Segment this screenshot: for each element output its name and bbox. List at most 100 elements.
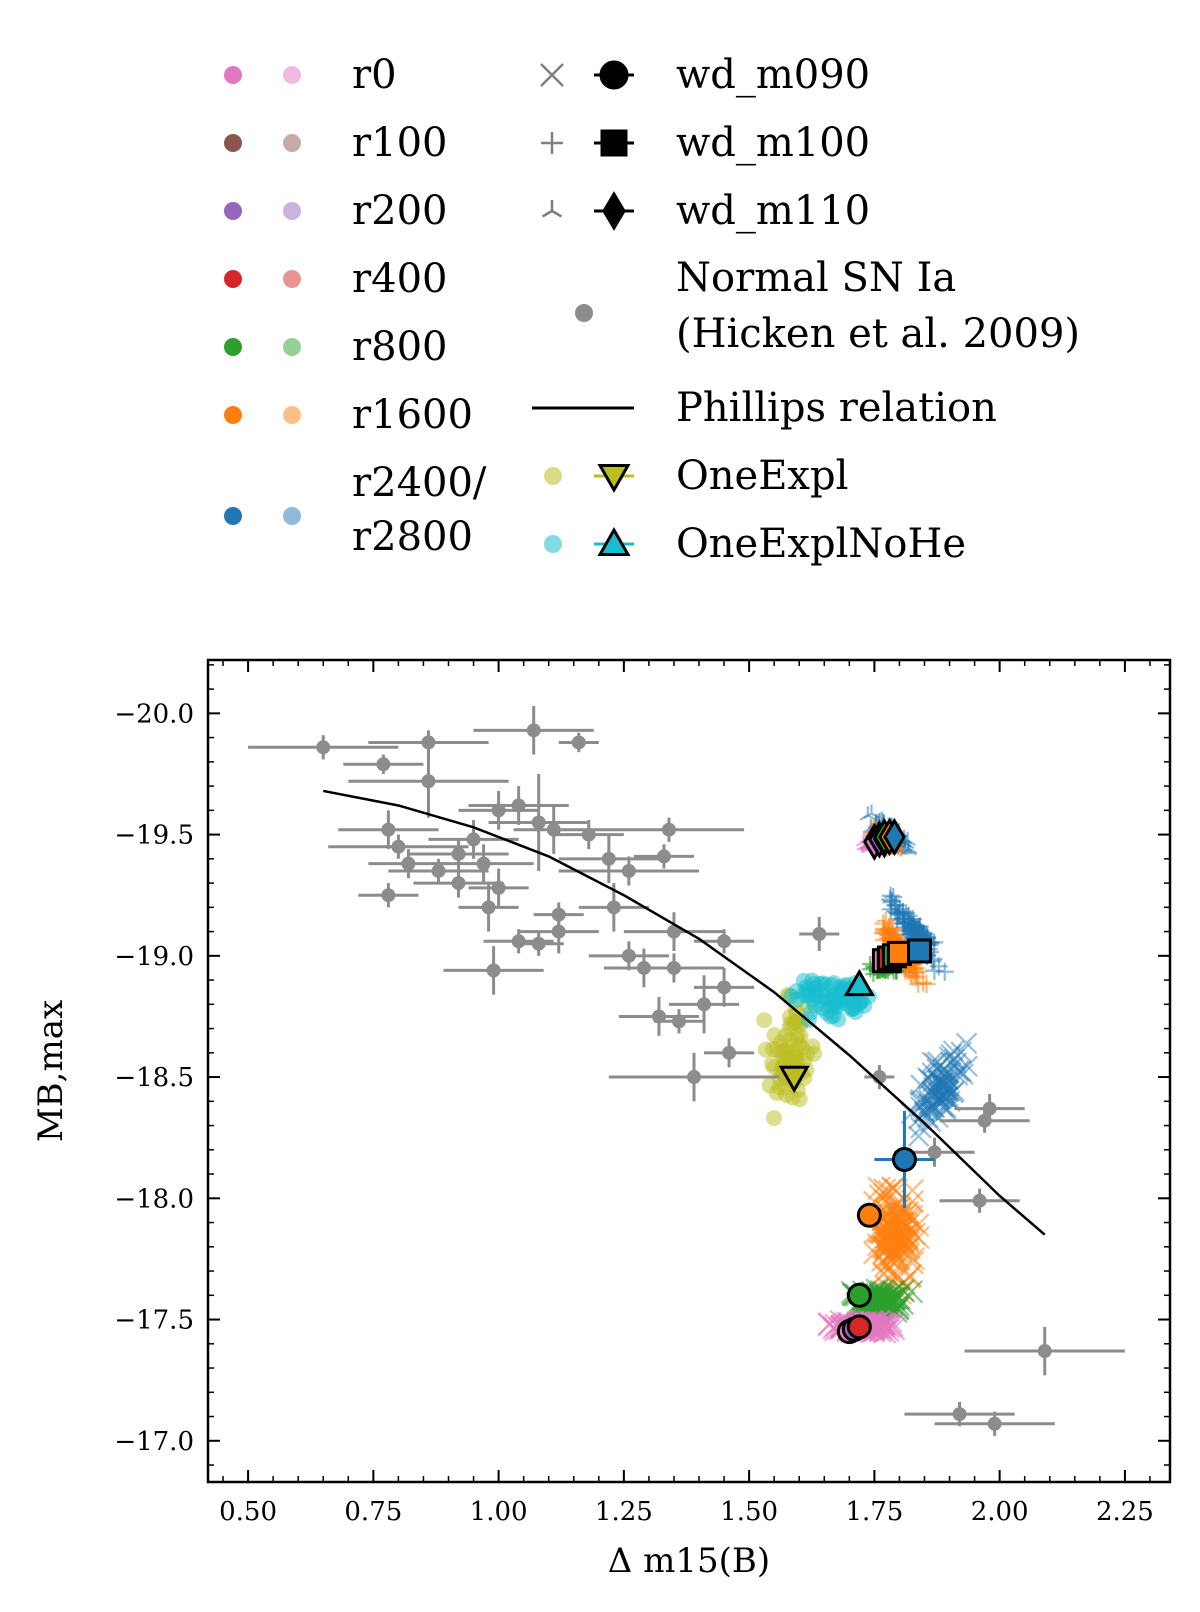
hicken-dot bbox=[621, 863, 636, 878]
cloud-point bbox=[935, 1075, 957, 1098]
y-tick-label: −19.0 bbox=[114, 942, 194, 972]
legend-dot-dark bbox=[224, 134, 242, 152]
hicken-dot bbox=[401, 856, 416, 871]
y-tick-label: −18.0 bbox=[114, 1184, 194, 1214]
hicken-dot bbox=[666, 960, 681, 975]
legend-label: Normal SN Ia bbox=[676, 255, 956, 301]
cloud-point bbox=[932, 1058, 954, 1081]
hicken-point bbox=[433, 844, 534, 884]
legend-item-r2400: r2400/r2800 bbox=[224, 460, 487, 560]
hicken-point bbox=[553, 820, 624, 850]
cloud-point bbox=[927, 1082, 950, 1104]
legend-dot-dark bbox=[224, 507, 242, 525]
cloud-point bbox=[932, 1095, 954, 1118]
cloud-point bbox=[955, 1032, 978, 1055]
wd_m110-r2400 bbox=[883, 817, 906, 857]
legend-dot-dark bbox=[224, 406, 242, 424]
legend-marker bbox=[575, 304, 593, 322]
hicken-dot bbox=[717, 980, 732, 995]
hicken-point bbox=[488, 773, 589, 871]
y-tick-label: −17.0 bbox=[114, 1427, 194, 1457]
x-tick-label: 1.50 bbox=[720, 1497, 778, 1527]
cloud-point bbox=[872, 1312, 896, 1336]
legend-dot-light bbox=[283, 66, 301, 84]
legend-dot-dark bbox=[224, 270, 242, 288]
legend-label: r400 bbox=[352, 256, 447, 302]
hicken-dot bbox=[601, 851, 616, 866]
x-axis-label: Δ m15(B) bbox=[608, 1541, 770, 1581]
model-marker bbox=[891, 1147, 917, 1173]
cloud-point bbox=[932, 1085, 955, 1108]
hicken-point bbox=[934, 1411, 1055, 1436]
cloud-point bbox=[913, 1101, 936, 1124]
hicken-point bbox=[704, 1038, 755, 1068]
cloud-point bbox=[956, 1055, 978, 1078]
hicken-point bbox=[458, 883, 519, 932]
cloud-point bbox=[918, 1068, 941, 1091]
hicken-dot bbox=[661, 822, 676, 837]
hicken-point bbox=[473, 706, 594, 755]
legend-item-normal-sn-ia: Normal SN Ia (Hicken et al. 2009) bbox=[575, 255, 1080, 357]
model-markers bbox=[778, 817, 935, 1345]
hicken-dot bbox=[952, 1407, 967, 1422]
cloud-point bbox=[875, 1230, 899, 1255]
cloud-point bbox=[921, 1062, 944, 1084]
y-tick-label: −17.5 bbox=[114, 1306, 194, 1336]
hicken-point bbox=[799, 917, 840, 951]
cloud-point bbox=[932, 1075, 954, 1098]
hicken-point bbox=[443, 946, 544, 995]
legend-label: r0 bbox=[352, 52, 397, 98]
model-marker bbox=[846, 1282, 872, 1308]
hicken-dot bbox=[812, 927, 827, 941]
legend-item-r200: r200 bbox=[224, 188, 447, 234]
hicken-point bbox=[388, 858, 489, 884]
cloud-point bbox=[924, 1052, 946, 1075]
legend-dot-dark bbox=[224, 202, 242, 220]
cloud-point bbox=[926, 1058, 948, 1080]
cloud-point bbox=[917, 975, 936, 994]
legend-label: r800 bbox=[352, 324, 447, 370]
cloud-point bbox=[879, 1309, 903, 1334]
cloud-point bbox=[862, 1241, 887, 1265]
cloud-point bbox=[938, 1080, 960, 1102]
cloud-point bbox=[910, 1074, 932, 1096]
hicken-point bbox=[558, 732, 599, 753]
legend-label: wd_m090 bbox=[676, 52, 870, 98]
hicken-dot bbox=[581, 827, 596, 842]
legend-dot-light bbox=[283, 270, 301, 288]
hicken-dot bbox=[987, 1416, 1002, 1431]
cloud-point bbox=[922, 1096, 944, 1118]
hicken-point bbox=[588, 941, 669, 971]
legend-marker bbox=[597, 464, 631, 494]
hicken-point bbox=[468, 868, 529, 908]
hicken-dot bbox=[481, 900, 496, 915]
cloud-point bbox=[922, 1076, 945, 1099]
cloud-point bbox=[930, 1087, 952, 1110]
hicken-point bbox=[413, 868, 504, 898]
cloud-point bbox=[942, 1040, 965, 1062]
legend-dot-light bbox=[283, 202, 301, 220]
cloud-point bbox=[766, 1027, 783, 1044]
cloud-point bbox=[875, 1236, 899, 1260]
cloud-point bbox=[927, 1106, 949, 1129]
model-marker bbox=[856, 1202, 882, 1228]
hicken-point bbox=[358, 883, 419, 908]
cloud-point bbox=[791, 1037, 808, 1054]
cloud-point bbox=[932, 1068, 955, 1090]
hicken-point bbox=[468, 786, 569, 825]
hicken-dot bbox=[531, 936, 546, 951]
hicken-dot bbox=[381, 822, 396, 837]
x-tick-label: 1.00 bbox=[470, 1497, 528, 1527]
cloud-point bbox=[920, 1081, 943, 1103]
hicken-point bbox=[694, 967, 755, 1007]
cloud-point bbox=[937, 1080, 960, 1103]
hicken-point bbox=[338, 810, 439, 850]
legend-dot-dark bbox=[224, 338, 242, 356]
phillips-line bbox=[323, 789, 1046, 1236]
hicken-dot bbox=[977, 1113, 992, 1128]
cloud-point bbox=[935, 1096, 957, 1119]
cloud-point bbox=[947, 1060, 970, 1083]
cloud-wd_m090-r1600 bbox=[862, 1176, 930, 1306]
legend-item-wd-m100: wd_m100 bbox=[541, 120, 870, 166]
